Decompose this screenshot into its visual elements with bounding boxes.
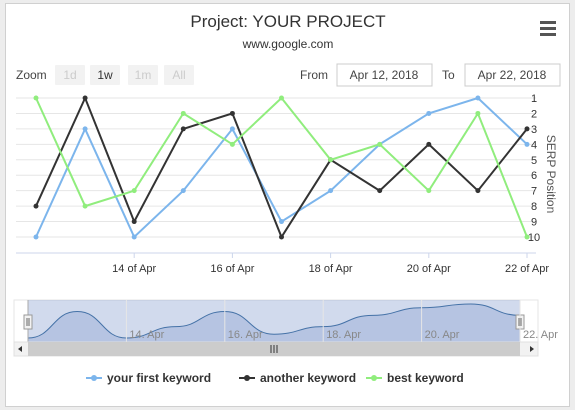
series-point-1[interactable] <box>229 126 235 132</box>
y-tick-label: 10 <box>528 232 540 244</box>
navigator-tick-label: 22. Apr <box>523 329 558 341</box>
series-point-2[interactable] <box>524 126 530 132</box>
series-point-3[interactable] <box>229 141 235 147</box>
series-point-1[interactable] <box>328 188 334 194</box>
right-arrow-icon[interactable] <box>530 346 534 352</box>
series-point-3[interactable] <box>475 110 481 116</box>
to-label: To <box>442 68 455 82</box>
series-point-3[interactable] <box>82 203 88 209</box>
to-date-value: Apr 22, 2018 <box>478 68 547 82</box>
x-tick-label: 14 of Apr <box>112 263 156 275</box>
hamburger-menu-icon[interactable] <box>540 21 556 36</box>
y-axis-title: SERP Position <box>544 135 558 214</box>
series-point-2[interactable] <box>475 188 481 194</box>
series-point-1[interactable] <box>279 219 284 225</box>
y-tick-label: 6 <box>531 170 537 182</box>
x-tick-label: 22 of Apr <box>505 263 549 275</box>
x-axis: 14 of Apr 16 of Apr 18 of Apr 20 of Apr 22 o… <box>112 253 549 275</box>
series-point-2[interactable] <box>377 188 383 194</box>
legend-label: another keyword <box>260 371 356 385</box>
series-point-3[interactable] <box>377 141 383 147</box>
chart-title: Project: YOUR PROJECT <box>190 12 385 31</box>
from-label: From <box>300 68 328 82</box>
navigator-tick-label: 18. Apr <box>326 329 361 341</box>
series-point-2[interactable] <box>82 95 88 101</box>
y-tick-label: 2 <box>531 108 537 120</box>
zoom-label: Zoom <box>16 68 47 82</box>
scrollbar[interactable] <box>13 341 539 357</box>
series-point-2[interactable] <box>131 219 137 225</box>
from-date-input[interactable]: Apr 12, 2018 <box>336 63 433 87</box>
scrollbar-grip-icon <box>270 345 278 353</box>
series-point-3[interactable] <box>279 95 284 101</box>
series-point-2[interactable] <box>279 234 284 240</box>
y-axis: 1 2 3 4 5 6 7 8 9 10 <box>528 93 540 244</box>
navigator-series <box>27 303 521 343</box>
series-point-3[interactable] <box>131 188 137 194</box>
series-point-1[interactable] <box>131 234 137 240</box>
zoom-button-1d[interactable]: 1d <box>55 65 85 85</box>
legend: your first keyword another keyword best ke… <box>86 371 464 385</box>
navigator[interactable]: 14. Apr 16. Apr 18. Apr 20. Apr 22. Apr <box>13 299 558 343</box>
legend-item-1[interactable]: your first keyword <box>86 371 211 385</box>
series-point-1[interactable] <box>82 126 88 132</box>
series-point-3[interactable] <box>524 234 530 240</box>
series-point-3[interactable] <box>426 188 432 194</box>
zoom-button-1m[interactable]: 1m <box>128 65 158 85</box>
navigator-tick-label: 16. Apr <box>228 329 263 341</box>
zoom-button-1d-label: 1d <box>63 68 76 82</box>
series-point-2[interactable] <box>229 110 235 116</box>
legend-item-3[interactable]: best keyword <box>366 371 464 385</box>
series-point-1[interactable] <box>33 234 39 240</box>
series-point-1[interactable] <box>180 188 186 194</box>
navigator-tick-label: 20. Apr <box>425 329 460 341</box>
series-point-2[interactable] <box>426 141 432 147</box>
serp-chart: Project: YOUR PROJECT www.google.com Zoo… <box>13 12 561 385</box>
to-date-input[interactable]: Apr 22, 2018 <box>464 63 561 87</box>
series-line-2[interactable] <box>35 95 528 240</box>
x-tick-label: 16 of Apr <box>210 263 254 275</box>
y-tick-label: 7 <box>531 186 537 198</box>
navigator-tick-label: 14. Apr <box>129 329 164 341</box>
series-point-3[interactable] <box>33 95 39 101</box>
navigator-handle-left[interactable] <box>23 314 33 330</box>
series-point-2[interactable] <box>180 126 186 132</box>
zoom-button-1w[interactable]: 1w <box>90 65 120 85</box>
series-point-2[interactable] <box>33 203 39 209</box>
series-point-1[interactable] <box>426 110 432 116</box>
series-point-3[interactable] <box>180 110 186 116</box>
legend-item-2[interactable]: another keyword <box>239 371 356 385</box>
x-tick-label: 18 of Apr <box>309 263 353 275</box>
y-tick-label: 9 <box>531 217 537 229</box>
y-tick-label: 8 <box>531 201 537 213</box>
from-date-value: Apr 12, 2018 <box>350 68 419 82</box>
y-tick-label: 5 <box>531 155 537 167</box>
left-arrow-icon[interactable] <box>18 346 22 352</box>
y-tick-label: 3 <box>531 124 537 136</box>
plot-series <box>33 95 530 240</box>
chart-container: Project: YOUR PROJECT www.google.com Zoo… <box>5 3 570 407</box>
zoom-button-1m-label: 1m <box>135 68 152 82</box>
x-tick-label: 20 of Apr <box>407 263 451 275</box>
zoom-button-all[interactable]: All <box>164 65 194 85</box>
series-point-1[interactable] <box>475 95 481 101</box>
series-point-1[interactable] <box>524 141 530 147</box>
zoom-button-all-label: All <box>172 68 185 82</box>
legend-label: your first keyword <box>107 371 211 385</box>
y-tick-label: 1 <box>531 93 537 105</box>
series-point-3[interactable] <box>328 157 334 163</box>
chart-subtitle: www.google.com <box>242 37 334 51</box>
zoom-button-1w-label: 1w <box>97 68 113 82</box>
y-tick-label: 4 <box>531 139 537 151</box>
legend-label: best keyword <box>387 371 464 385</box>
